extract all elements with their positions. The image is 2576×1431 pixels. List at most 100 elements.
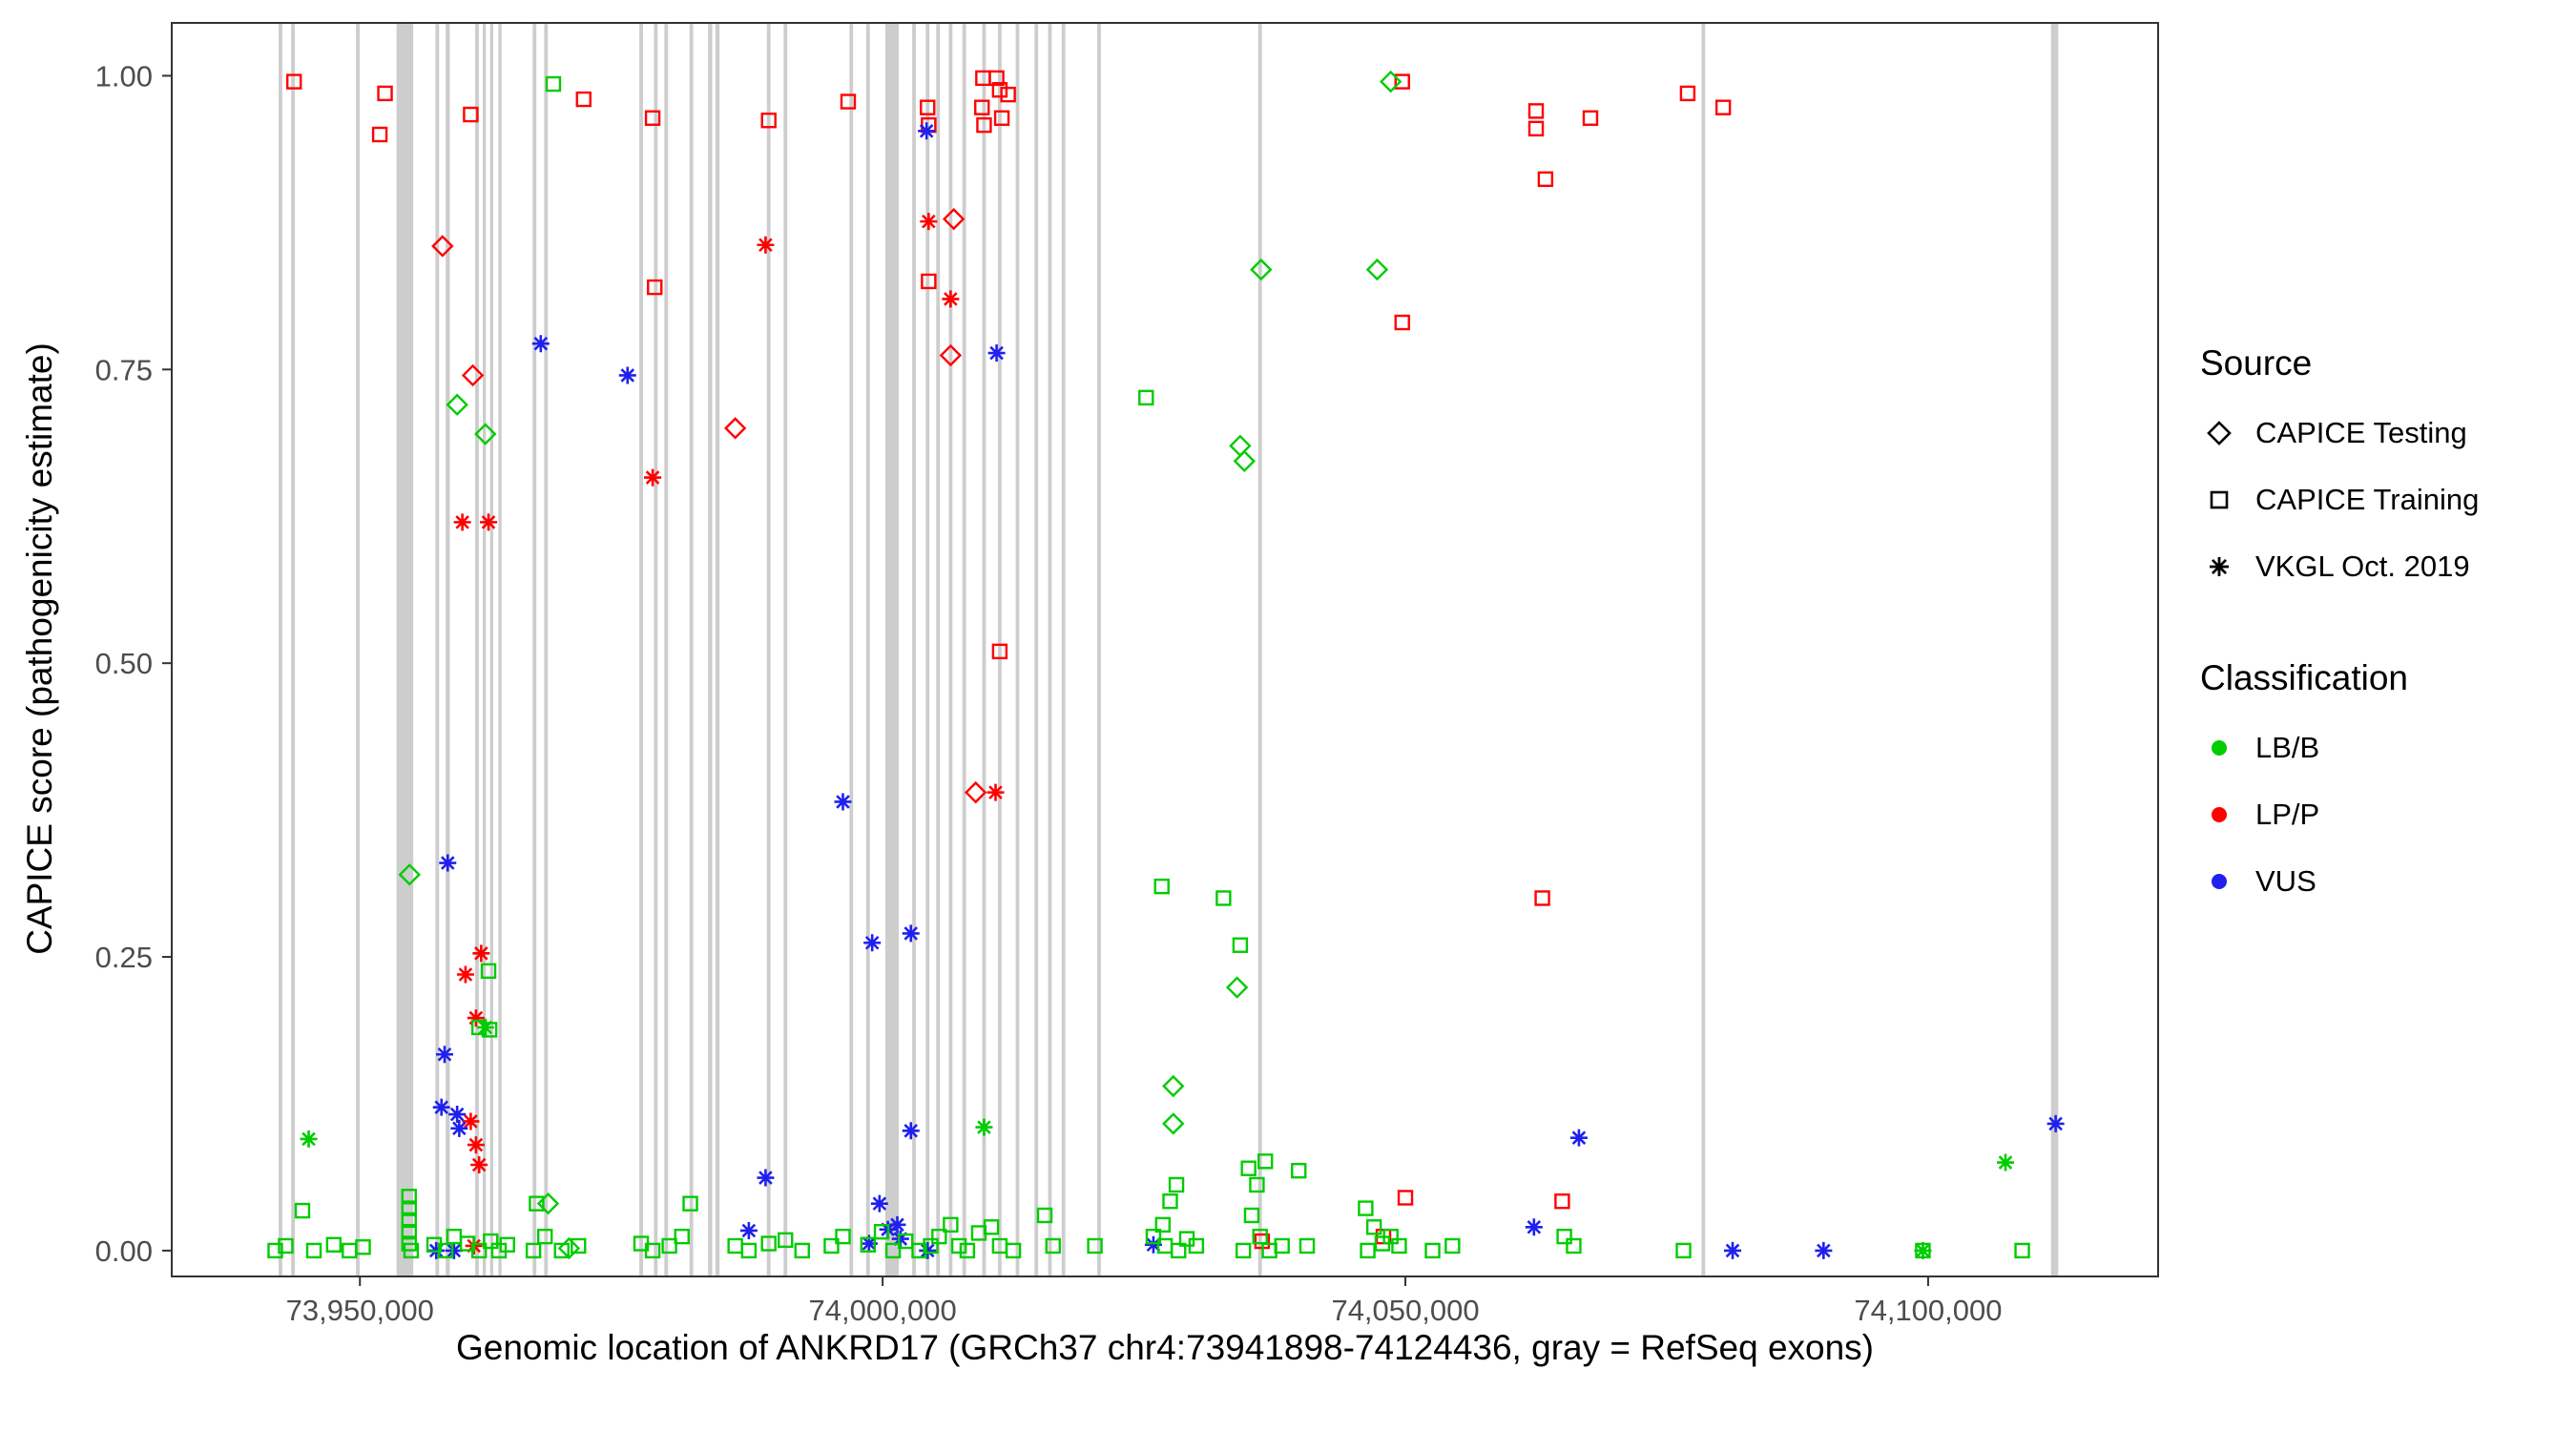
point-square bbox=[1424, 1242, 1441, 1259]
refseq-exon-bar bbox=[446, 23, 450, 1276]
refseq-exon-bar bbox=[1097, 23, 1101, 1276]
refseq-exon-bar bbox=[396, 23, 414, 1276]
legend-label: CAPICE Training bbox=[2255, 483, 2480, 516]
legend-item-class-vus: VUS bbox=[2200, 862, 2572, 901]
point-square bbox=[1252, 1228, 1268, 1245]
y-tick-label: 0.00 bbox=[95, 1234, 153, 1268]
point-square bbox=[536, 1228, 553, 1245]
refseq-exon-bar bbox=[1015, 23, 1020, 1276]
point-square bbox=[1000, 86, 1016, 103]
point-square bbox=[647, 279, 663, 296]
refseq-exon-bar bbox=[639, 23, 643, 1276]
point-asterisk bbox=[987, 344, 1006, 363]
point-square bbox=[1675, 1242, 1692, 1259]
legend-group-classification: Classification LB/B LP/P VUS bbox=[2200, 658, 2572, 901]
point-square bbox=[1188, 1237, 1205, 1255]
point-square bbox=[470, 1242, 488, 1259]
point-asterisk bbox=[480, 513, 498, 531]
refseq-exon-bar bbox=[544, 23, 549, 1276]
point-square bbox=[920, 99, 936, 115]
refseq-exon-bar bbox=[1048, 23, 1052, 1276]
point-square bbox=[286, 73, 302, 90]
point-square bbox=[1915, 1242, 1931, 1259]
point-square bbox=[1145, 1228, 1162, 1245]
x-tick-label: 73,950,000 bbox=[286, 1294, 434, 1327]
point-square bbox=[959, 1242, 976, 1259]
point-square bbox=[993, 110, 1010, 126]
point-square bbox=[1527, 120, 1545, 137]
legend-label: CAPICE Testing bbox=[2255, 416, 2467, 449]
legend-item-class-lbb: LB/B bbox=[2200, 729, 2572, 767]
point-square bbox=[1154, 1216, 1172, 1234]
legend-label: VKGL Oct. 2019 bbox=[2255, 550, 2470, 583]
point-diamond bbox=[1379, 70, 1402, 93]
legend: Source CAPICE Testing CAPICE Training VKGL… bbox=[2200, 343, 2572, 929]
point-square bbox=[1153, 878, 1170, 895]
point-square bbox=[1537, 171, 1554, 187]
point-asterisk bbox=[644, 468, 662, 487]
dot-icon bbox=[2212, 874, 2227, 889]
point-square bbox=[991, 81, 1008, 98]
refseq-exon-bar bbox=[1701, 23, 1706, 1276]
point-asterisk bbox=[1914, 1241, 1932, 1259]
point-square bbox=[267, 1242, 283, 1259]
point-square bbox=[1582, 110, 1599, 126]
point-square bbox=[294, 1202, 311, 1219]
refseq-exon-bar bbox=[664, 23, 669, 1276]
point-square bbox=[682, 1195, 698, 1212]
point-diamond bbox=[474, 423, 497, 446]
point-diamond bbox=[939, 343, 963, 367]
point-diamond bbox=[964, 780, 987, 804]
point-asterisk bbox=[618, 366, 636, 384]
refseq-exon-bar bbox=[482, 23, 487, 1276]
refseq-exon-bar bbox=[475, 23, 479, 1276]
point-square bbox=[1235, 1242, 1252, 1259]
point-square bbox=[1045, 1237, 1061, 1255]
legend-group-source: Source CAPICE Testing CAPICE Training VKGL… bbox=[2200, 343, 2572, 586]
point-asterisk bbox=[834, 793, 852, 811]
point-square bbox=[1274, 1237, 1290, 1255]
refseq-exon-bar bbox=[489, 23, 493, 1276]
point-asterisk bbox=[445, 1241, 463, 1259]
point-asterisk bbox=[987, 783, 1005, 801]
point-square bbox=[1232, 937, 1249, 953]
point-square bbox=[898, 1233, 914, 1250]
refseq-exon-bar bbox=[982, 23, 987, 1276]
point-square bbox=[1291, 1162, 1307, 1179]
point-square bbox=[1679, 85, 1696, 102]
refseq-exon-bar bbox=[997, 23, 1002, 1276]
point-square bbox=[1534, 890, 1550, 906]
point-square bbox=[644, 1242, 661, 1259]
point-asterisk bbox=[1815, 1241, 1833, 1259]
point-square bbox=[760, 113, 777, 129]
point-square bbox=[355, 1239, 371, 1255]
point-square bbox=[991, 643, 1008, 660]
x-tick-label: 74,000,000 bbox=[809, 1294, 957, 1327]
point-diamond bbox=[1365, 258, 1389, 281]
point-square bbox=[950, 1237, 967, 1255]
point-square bbox=[988, 70, 1005, 87]
point-square bbox=[835, 1228, 851, 1245]
point-square bbox=[1215, 890, 1232, 906]
refseq-exon-bar bbox=[356, 23, 360, 1276]
refseq-exon-bar bbox=[783, 23, 788, 1276]
point-square bbox=[529, 1195, 545, 1212]
y-tick-label: 0.25 bbox=[95, 941, 153, 974]
point-diamond bbox=[431, 235, 454, 258]
dot-icon bbox=[2212, 807, 2227, 822]
point-square bbox=[1397, 1190, 1414, 1206]
refseq-exon-bar bbox=[884, 23, 900, 1276]
legend-label: VUS bbox=[2255, 864, 2316, 898]
point-square bbox=[1257, 1153, 1274, 1170]
point-square bbox=[401, 1212, 417, 1229]
dot-icon bbox=[2212, 740, 2227, 756]
point-square bbox=[1087, 1237, 1103, 1255]
refseq-exon-bar bbox=[865, 23, 870, 1276]
refseq-exon-bar bbox=[708, 23, 713, 1276]
point-asterisk bbox=[450, 1119, 468, 1137]
point-square bbox=[553, 1242, 570, 1259]
point-asterisk bbox=[863, 934, 882, 952]
point-asterisk bbox=[467, 1009, 485, 1027]
refseq-exon-bar bbox=[912, 23, 916, 1276]
